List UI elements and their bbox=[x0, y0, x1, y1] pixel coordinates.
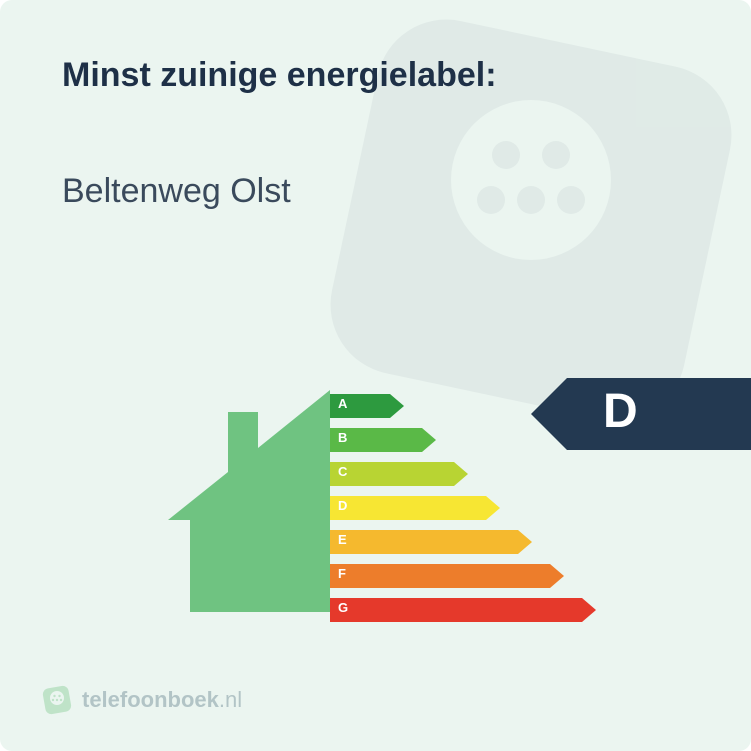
house-icon bbox=[150, 380, 330, 620]
energy-bar-label: A bbox=[338, 396, 347, 411]
energy-bar-label: F bbox=[338, 566, 346, 581]
footer-brand-name: telefoonboek bbox=[82, 687, 219, 712]
phone-icon bbox=[42, 685, 72, 715]
energy-bar-label: B bbox=[338, 430, 347, 445]
footer: telefoonboek.nl bbox=[42, 685, 242, 715]
card-subtitle: Beltenweg Olst bbox=[62, 172, 291, 211]
energy-bar-label: G bbox=[338, 600, 348, 615]
energy-bar-label: E bbox=[338, 532, 347, 547]
footer-brand: telefoonboek.nl bbox=[82, 687, 242, 713]
card-title: Minst zuinige energielabel: bbox=[62, 56, 497, 95]
energy-bar-label: D bbox=[338, 498, 347, 513]
result-tag: D bbox=[531, 378, 751, 450]
footer-brand-tld: .nl bbox=[219, 687, 242, 712]
energy-bar-label: C bbox=[338, 464, 347, 479]
result-letter: D bbox=[603, 384, 638, 439]
energy-label-card: Minst zuinige energielabel: Beltenweg Ol… bbox=[0, 0, 751, 751]
